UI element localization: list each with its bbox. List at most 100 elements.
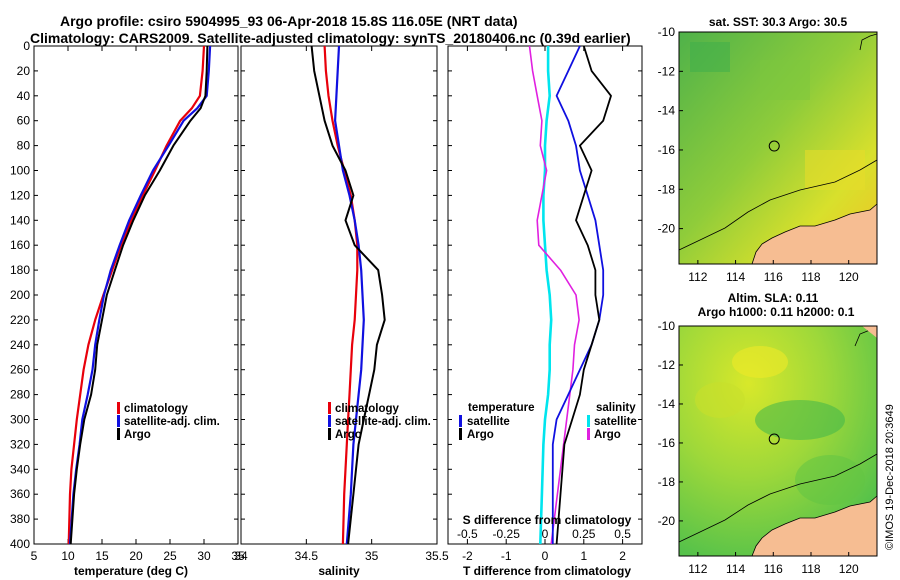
series-line-salinity-argo [528, 46, 580, 544]
profile-lines [67, 46, 612, 544]
legend-swatch-argo [117, 428, 120, 440]
series-line-satellite-adj-clim- [68, 46, 212, 544]
map-x-tick-label: 116 [764, 270, 783, 284]
legend-swatch-argo [328, 428, 331, 440]
difference-legend-temperature: temperature satellite Argo [459, 402, 534, 441]
title-line-1: Argo profile: csiro 5904995_93 06-Apr-20… [60, 13, 518, 29]
legend-label-argo: Argo [335, 429, 362, 441]
map-y-tick-label: -12 [658, 64, 676, 78]
sla-map-title-2: Argo h1000: 0.11 h2000: 0.1 [698, 305, 855, 319]
depth-tick-label: 220 [10, 313, 30, 327]
legend-label-satellite: satellite-adj. clim. [335, 416, 431, 428]
map-x-tick-label: 114 [726, 562, 745, 576]
depth-tick-label: 320 [10, 437, 30, 451]
x-tick-label: 30 [197, 549, 211, 563]
sla-coastline [751, 495, 878, 557]
sst-map-title: sat. SST: 30.3 Argo: 30.5 [709, 15, 848, 29]
legend-title-salinity: salinity [596, 402, 636, 414]
map-y-tick-label: -14 [658, 104, 676, 118]
temperature-x-label: temperature (deg C) [74, 564, 188, 578]
depth-tick-label: 100 [10, 164, 30, 178]
depth-tick-label: 400 [10, 537, 30, 551]
title-line-2: Climatology: CARS2009. Satellite-adjuste… [30, 30, 631, 46]
imos-stamp: ©IMOS 19-Dec-2018 20:3649 [884, 404, 896, 550]
depth-tick-label: 0 [23, 39, 30, 53]
salinity-legend: climatology satellite-adj. clim. Argo [328, 402, 431, 441]
map-y-tick-label: -10 [658, 319, 676, 333]
sst-patch [690, 42, 730, 72]
sla-map-frame [678, 325, 878, 557]
salinity-plot-frame [240, 45, 438, 545]
series-line-argo [310, 46, 386, 544]
series-line-satellite-adj-clim- [334, 46, 365, 544]
sla-land-corner [862, 326, 877, 338]
legend-swatch-climatology [117, 402, 120, 414]
depth-tick-label: 160 [10, 238, 30, 252]
depth-tick-label: 140 [10, 213, 30, 227]
x-tick-label: 35 [231, 549, 245, 563]
sst-bathymetry-contour [678, 159, 878, 251]
depth-tick-label: 360 [10, 487, 30, 501]
x-tick-label: 1 [580, 549, 587, 563]
depth-tick-label: 280 [10, 388, 30, 402]
legend-swatch-satellite [117, 415, 120, 427]
legend-label-climatology: climatology [335, 403, 400, 415]
sst-patch [760, 60, 810, 100]
legend-swatch-sargo [587, 428, 590, 440]
sdiff-tick-label: -0.25 [493, 527, 521, 541]
legend-label-climatology: climatology [124, 403, 189, 415]
sla-bathymetry-contour [678, 453, 878, 543]
sla-patch [695, 382, 745, 418]
sst-contour [859, 33, 878, 51]
map-y-tick-label: -16 [658, 436, 676, 450]
legend-swatch-targo [459, 428, 462, 440]
legend-swatch-climatology [328, 402, 331, 414]
x-tick-label: 15 [95, 549, 109, 563]
sla-patch [795, 455, 865, 505]
depth-tick-label: 180 [10, 263, 30, 277]
sst-map-frame [678, 31, 878, 265]
x-tick-label: 20 [129, 549, 143, 563]
map-x-tick-label: 118 [801, 562, 820, 576]
sst-coastline [751, 203, 878, 265]
difference-legend-salinity: salinity satellite Argo [587, 402, 637, 441]
series-line-climatology [323, 46, 359, 544]
legend-swatch-tsatellite [459, 415, 462, 427]
legend-swatch-ssatellite [587, 415, 590, 427]
legend-label-argo: Argo [124, 429, 151, 441]
series-line-temperature-satellite [551, 46, 605, 544]
sdiff-tick-label: 0.5 [614, 527, 631, 541]
map-x-tick-label: 114 [726, 270, 745, 284]
sla-map-title-1: Altim. SLA: 0.11 [728, 291, 819, 305]
sla-land [752, 496, 877, 556]
sla-argo-location-marker [768, 433, 780, 445]
legend-title-temperature: temperature [468, 402, 534, 414]
x-tick-label: 25 [163, 549, 177, 563]
sst-land [752, 204, 877, 264]
legend-label-ssatellite: satellite [594, 416, 637, 428]
depth-tick-label: 340 [10, 462, 30, 476]
map-x-tick-label: 120 [839, 562, 859, 576]
sdiff-tick-label: 0 [542, 527, 549, 541]
sla-patch [732, 346, 788, 378]
map-x-tick-label: 116 [764, 562, 783, 576]
map-y-tick-label: -14 [658, 397, 676, 411]
x-tick-label: 35 [365, 549, 379, 563]
depth-tick-label: 300 [10, 413, 30, 427]
x-tick-label: 2 [619, 549, 626, 563]
depth-tick-label: 380 [10, 512, 30, 526]
map-y-tick-label: -10 [658, 25, 676, 39]
sst-argo-location-marker [768, 140, 780, 152]
map-x-tick-label: 112 [688, 562, 707, 576]
depth-tick-label: 260 [10, 363, 30, 377]
map-y-tick-label: -18 [658, 182, 676, 196]
depth-tick-label: 20 [17, 64, 31, 78]
map-y-tick-label: -12 [658, 358, 676, 372]
depth-tick-label: 40 [17, 89, 31, 103]
tdiff-x-label: T difference from climatology [463, 564, 631, 578]
sla-map [678, 325, 878, 557]
x-tick-label: 34 [234, 549, 248, 563]
x-tick-label: 34.5 [295, 549, 319, 563]
series-line-temperature-argo [555, 46, 612, 544]
